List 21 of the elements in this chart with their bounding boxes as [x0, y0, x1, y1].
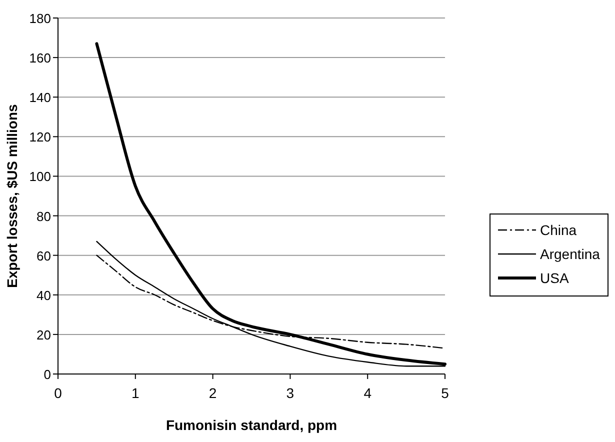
y-tick-label: 180 [29, 11, 51, 26]
y-tick-label: 100 [29, 169, 51, 184]
x-tick-label: 1 [132, 385, 140, 401]
y-tick-label: 20 [36, 327, 51, 342]
x-tick-label: 2 [208, 385, 217, 401]
x-tick-label: 4 [364, 385, 372, 401]
y-tick-label: 160 [29, 50, 51, 66]
y-tick-label: 80 [36, 208, 51, 224]
y-tick-label: 60 [36, 248, 51, 264]
y-tick-label: 140 [29, 90, 51, 106]
legend-label: Argentina [540, 246, 600, 262]
y-axis-title: Export losses, $US millions [4, 104, 20, 288]
y-tick-label: 0 [44, 367, 51, 382]
legend-label: China [540, 222, 577, 238]
x-tick-label: 0 [54, 385, 62, 401]
x-tick-label: 3 [286, 385, 294, 401]
x-axis-title: Fumonisin standard, ppm [166, 417, 338, 433]
y-tick-label: 120 [29, 130, 51, 145]
x-tick-label: 5 [441, 385, 450, 401]
legend-label: USA [540, 270, 570, 286]
y-tick-label: 40 [36, 288, 51, 303]
